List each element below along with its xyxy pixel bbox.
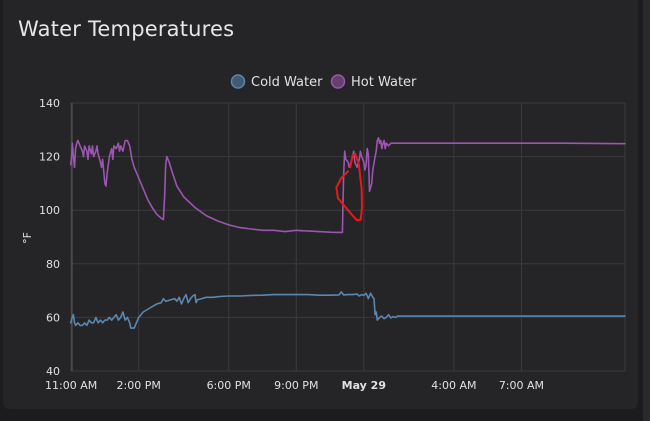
red-hand-drawn-circle xyxy=(335,152,363,222)
window-edge xyxy=(643,0,650,421)
x-tick-label: 4:00 AM xyxy=(431,379,476,392)
legend-item-cold-water[interactable]: Cold Water xyxy=(230,74,324,90)
chart-series xyxy=(69,137,626,329)
x-tick-label: 9:00 PM xyxy=(274,379,318,392)
y-axis-label: °F xyxy=(21,232,34,244)
card-title: Water Temperatures xyxy=(18,17,235,41)
x-tick-label: 11:00 AM xyxy=(45,379,97,392)
y-tick-label: 120 xyxy=(39,151,60,164)
legend-swatch-icon xyxy=(230,74,246,89)
x-tick-label: 6:00 PM xyxy=(207,379,251,392)
legend-label: Hot Water xyxy=(351,75,417,90)
y-tick-label: 140 xyxy=(39,97,60,110)
y-tick-label: 100 xyxy=(39,204,60,217)
x-tick-label: 2:00 PM xyxy=(117,379,161,392)
legend-swatch-icon xyxy=(330,74,346,89)
x-tick-label: May 29 xyxy=(342,379,386,392)
chart-legend[interactable]: Cold Water Hot Water xyxy=(230,74,418,90)
y-tick-label: 80 xyxy=(46,258,60,271)
y-tick-label: 60 xyxy=(46,311,60,324)
legend-label: Cold Water xyxy=(251,75,323,90)
x-tick-label: 7:00 AM xyxy=(499,379,544,392)
x-axis: 11:00 AM 2:00 PM 6:00 PM 9:00 PM May 29 4:00 … xyxy=(45,379,544,392)
hot-water-line xyxy=(69,137,626,234)
chart-card: Water Temperatures xyxy=(3,0,638,409)
legend-item-hot-water[interactable]: Hot Water xyxy=(330,74,418,90)
y-axis: °F 40 60 80 100 120 140 xyxy=(21,97,60,378)
chart-annotation xyxy=(335,152,363,222)
cold-water-line xyxy=(69,291,626,329)
y-tick-label: 40 xyxy=(46,365,60,378)
